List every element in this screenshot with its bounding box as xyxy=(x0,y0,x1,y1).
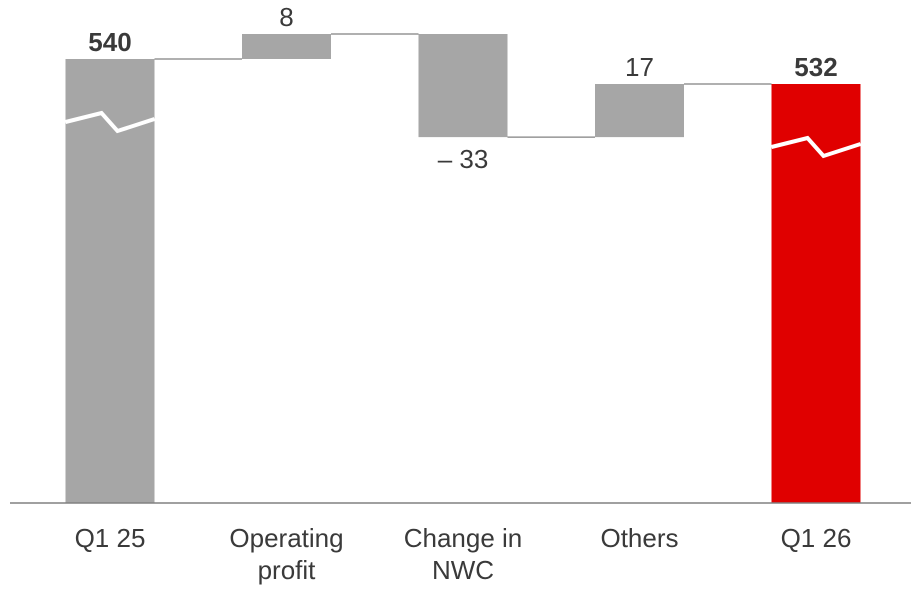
category-label: Others xyxy=(600,523,678,553)
value-label: 8 xyxy=(279,2,293,32)
category-label: Operating profit xyxy=(229,523,343,585)
bar-1 xyxy=(242,34,331,59)
bar-0 xyxy=(65,59,155,503)
bar-3 xyxy=(595,84,684,138)
category-label: Q1 26 xyxy=(781,523,852,553)
value-label: 532 xyxy=(794,52,837,82)
value-label: 540 xyxy=(88,27,131,57)
bar-2 xyxy=(418,34,508,138)
axis-break-mark xyxy=(771,135,862,159)
axis-break-mark xyxy=(65,110,156,134)
value-label: 17 xyxy=(625,52,654,82)
category-label: Change in NWC xyxy=(404,523,523,585)
bar-4 xyxy=(771,84,861,503)
value-label: – 33 xyxy=(438,144,489,174)
category-label: Q1 25 xyxy=(75,523,146,553)
